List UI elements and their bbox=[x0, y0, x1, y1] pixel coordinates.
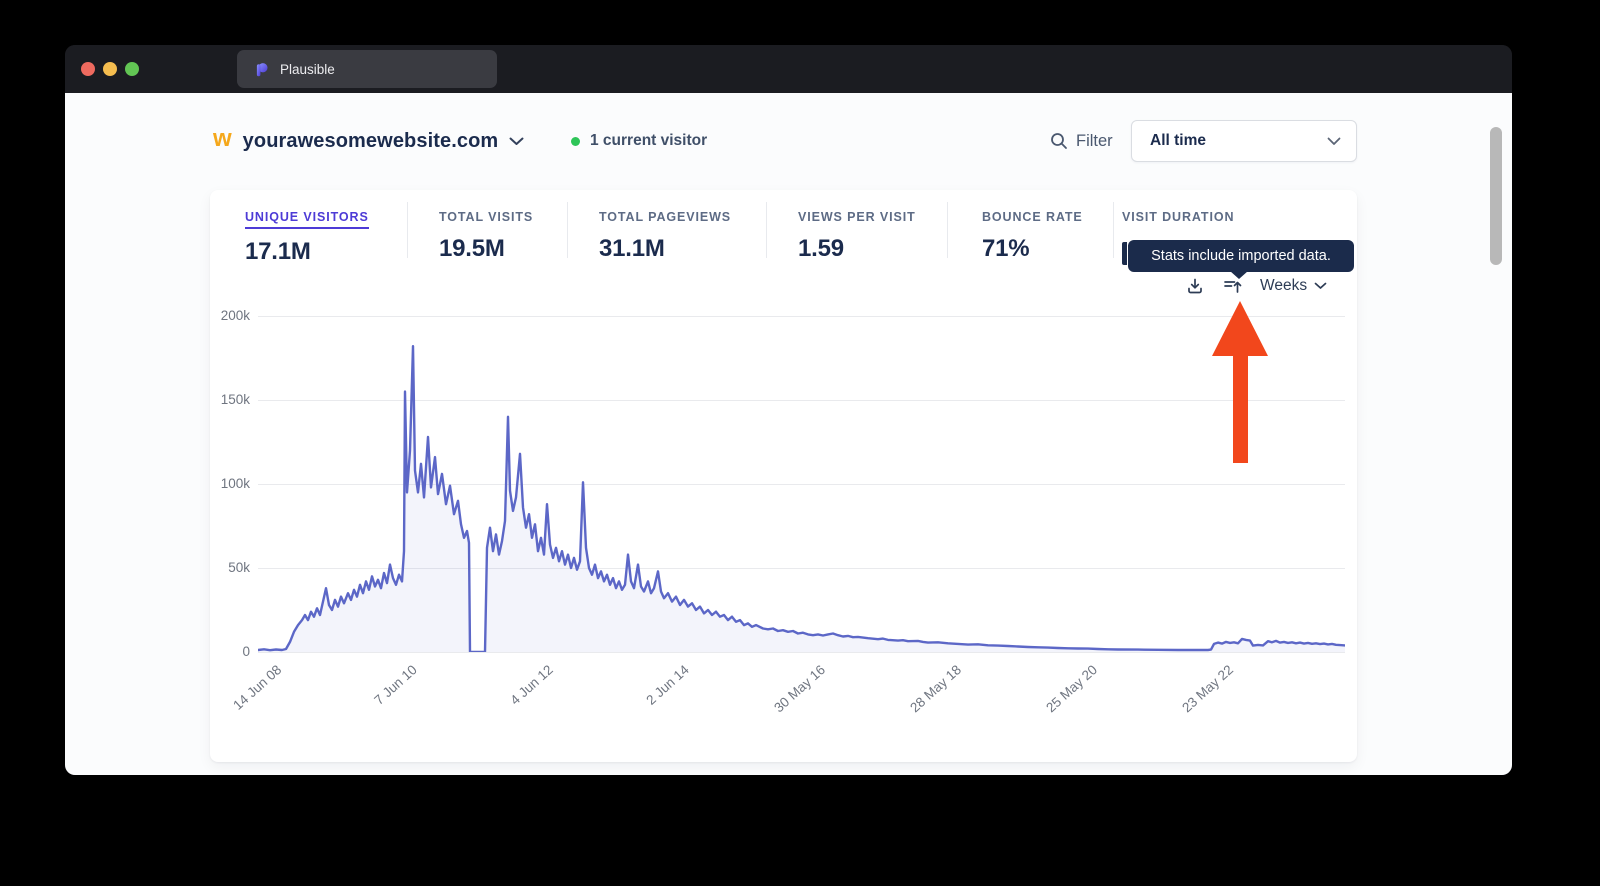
gridline-0 bbox=[258, 652, 1345, 653]
stat-label: VIEWS PER VISIT bbox=[798, 210, 916, 224]
y-axis-tick: 100k bbox=[220, 476, 250, 491]
stat-label: BOUNCE RATE bbox=[982, 210, 1083, 224]
divider bbox=[947, 202, 948, 258]
divider bbox=[766, 202, 767, 258]
chevron-down-icon bbox=[1314, 282, 1327, 290]
divider bbox=[1113, 202, 1114, 258]
stat-visit-duration[interactable]: VISIT DURATION bbox=[1122, 208, 1234, 235]
site-switcher[interactable]: w yourawesomewebsite.com bbox=[213, 119, 524, 163]
close-window-button[interactable] bbox=[81, 62, 95, 76]
date-range-value: All time bbox=[1150, 132, 1206, 149]
stat-label: VISIT DURATION bbox=[1122, 210, 1235, 224]
dashboard-card: UNIQUE VISITORS 17.1M TOTAL VISITS 19.5M… bbox=[210, 190, 1357, 762]
x-axis-tick: 28 May 18 bbox=[907, 662, 965, 716]
tooltip-text: Stats include imported data. bbox=[1151, 248, 1331, 264]
visit-duration-value-fragment bbox=[1122, 242, 1127, 265]
y-axis-tick: 150k bbox=[220, 392, 250, 407]
browser-window: Plausible w yourawesomewebsite.com 1 cur… bbox=[65, 45, 1512, 775]
divider bbox=[567, 202, 568, 258]
y-axis-tick: 200k bbox=[220, 308, 250, 323]
gridline-100k bbox=[258, 484, 1345, 485]
chart-toolbar: Weeks bbox=[1185, 274, 1327, 298]
y-axis-tick: 50k bbox=[228, 560, 250, 575]
imported-data-tooltip: Stats include imported data. bbox=[1128, 240, 1354, 272]
chevron-down-icon bbox=[509, 137, 524, 146]
stat-label: TOTAL VISITS bbox=[439, 210, 534, 224]
stat-label: TOTAL PAGEVIEWS bbox=[599, 210, 732, 224]
plausible-logo-icon bbox=[253, 61, 270, 78]
site-favicon: w bbox=[213, 125, 232, 152]
divider bbox=[407, 202, 408, 258]
zoom-window-button[interactable] bbox=[125, 62, 139, 76]
online-dot-icon bbox=[571, 136, 580, 146]
imported-data-icon[interactable] bbox=[1222, 276, 1243, 296]
visitors-line-chart[interactable] bbox=[258, 316, 1345, 652]
filter-label: Filter bbox=[1076, 131, 1113, 150]
tooltip-caret bbox=[1230, 271, 1248, 279]
vertical-scrollbar-thumb[interactable] bbox=[1490, 127, 1502, 265]
x-axis-tick: 4 Jun 12 bbox=[507, 662, 557, 708]
stat-views-per-visit[interactable]: VIEWS PER VISIT 1.59 bbox=[798, 208, 916, 263]
stat-bounce-rate[interactable]: BOUNCE RATE 71% bbox=[982, 208, 1083, 263]
stat-value: 1.59 bbox=[798, 235, 844, 262]
search-icon bbox=[1050, 132, 1068, 150]
x-axis-tick: 25 May 20 bbox=[1043, 662, 1101, 716]
stat-value: 71% bbox=[982, 235, 1030, 262]
minimize-window-button[interactable] bbox=[103, 62, 117, 76]
browser-tab-plausible[interactable]: Plausible bbox=[237, 50, 497, 88]
stat-total-pageviews[interactable]: TOTAL PAGEVIEWS 31.1M bbox=[599, 208, 731, 263]
stat-total-visits[interactable]: TOTAL VISITS 19.5M bbox=[439, 208, 533, 263]
interval-dropdown[interactable]: Weeks bbox=[1260, 277, 1327, 295]
stat-unique-visitors[interactable]: UNIQUE VISITORS 17.1M bbox=[245, 208, 369, 266]
page-viewport: w yourawesomewebsite.com 1 current visit… bbox=[65, 93, 1512, 775]
gridline-150k bbox=[258, 400, 1345, 401]
x-axis-tick: 30 May 16 bbox=[771, 662, 829, 716]
stat-value: 17.1M bbox=[245, 238, 311, 265]
filter-button[interactable]: Filter bbox=[1050, 119, 1113, 163]
site-name: yourawesomewebsite.com bbox=[242, 129, 499, 152]
stat-value: 31.1M bbox=[599, 235, 665, 262]
stat-value: 19.5M bbox=[439, 235, 505, 262]
x-axis-tick: 14 Jun 08 bbox=[229, 662, 285, 713]
stat-label: UNIQUE VISITORS bbox=[245, 210, 369, 229]
date-range-select[interactable]: All time bbox=[1131, 120, 1357, 162]
current-visitors: 1 current visitor bbox=[571, 119, 707, 163]
y-axis-tick: 0 bbox=[242, 644, 250, 659]
gridline-200k bbox=[258, 316, 1345, 317]
x-axis-tick: 2 Jun 14 bbox=[643, 662, 693, 708]
interval-value: Weeks bbox=[1260, 277, 1308, 294]
download-button[interactable] bbox=[1185, 276, 1205, 296]
x-axis-tick: 7 Jun 10 bbox=[371, 662, 421, 708]
gridline-50k bbox=[258, 568, 1345, 569]
x-axis-tick: 23 May 22 bbox=[1179, 662, 1237, 716]
chevron-down-icon bbox=[1327, 137, 1341, 146]
tab-title: Plausible bbox=[280, 61, 335, 77]
current-visitors-label: 1 current visitor bbox=[590, 132, 708, 149]
browser-titlebar: Plausible bbox=[65, 45, 1512, 93]
